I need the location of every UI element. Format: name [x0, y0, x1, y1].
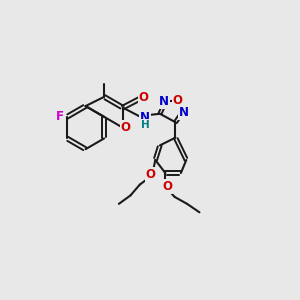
Text: N: N [140, 111, 150, 124]
Text: N: N [159, 95, 169, 108]
Text: N: N [179, 106, 189, 119]
Text: O: O [146, 168, 156, 181]
Text: O: O [121, 121, 131, 134]
Text: F: F [56, 110, 64, 123]
Text: H: H [141, 119, 150, 130]
Text: O: O [162, 180, 172, 194]
Text: O: O [139, 91, 149, 104]
Text: O: O [173, 94, 183, 107]
